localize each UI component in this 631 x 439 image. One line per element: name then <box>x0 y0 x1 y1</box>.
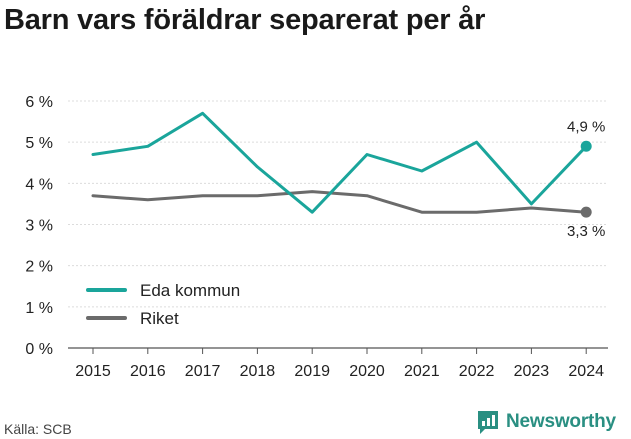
y-tick-label: 1 % <box>25 300 53 317</box>
x-tick-label: 2021 <box>404 363 440 380</box>
y-tick-label: 6 % <box>25 94 53 111</box>
y-tick-label: 3 % <box>25 218 53 235</box>
x-tick-label: 2017 <box>185 363 221 380</box>
legend-label: Eda kommun <box>140 281 240 300</box>
x-tick-label: 2015 <box>75 363 111 380</box>
series-line-riket <box>91 190 588 214</box>
brand-name: Newsworthy <box>506 411 616 432</box>
end-value-label: 3,3 % <box>567 223 605 240</box>
source-note: Källa: SCB <box>4 421 72 437</box>
y-tick-label: 5 % <box>25 135 53 152</box>
x-tick-label: 2024 <box>568 363 604 380</box>
y-tick-label: 4 % <box>25 176 53 193</box>
x-axis-ticks: 2015 2016 2017 2018 2019 2020 2021 2022 2023 2024 <box>75 348 604 380</box>
end-point-riket <box>580 206 592 218</box>
x-tick-label: 2016 <box>130 363 166 380</box>
legend-label: Riket <box>140 309 179 328</box>
line-chart: 0 %1 %2 %3 %4 %5 %6 % 2015 2016 2017 2018 20… <box>25 94 608 380</box>
x-tick-label: 2019 <box>294 363 330 380</box>
y-axis-ticks: 0 % 1 % 2 % 3 % 4 % 5 % 6 % <box>25 94 53 358</box>
chart-title: Barn vars föräldrar separerat per år <box>4 4 486 36</box>
series-line-eda-kommun <box>91 111 588 214</box>
end-value-label: 4,9 % <box>567 118 605 135</box>
end-point-eda-kommun <box>580 140 592 152</box>
x-tick-label: 2022 <box>459 363 495 380</box>
x-tick-label: 2018 <box>240 363 276 380</box>
x-tick-label: 2020 <box>349 363 385 380</box>
y-tick-label: 2 % <box>25 259 53 276</box>
grid-lines <box>68 100 608 349</box>
newsworthy-logo-icon <box>478 411 498 434</box>
legend: Eda kommun Riket <box>86 281 240 328</box>
y-tick-label: 0 % <box>25 341 53 358</box>
brand-logo: Newsworthy <box>476 408 616 436</box>
x-tick-label: 2023 <box>514 363 550 380</box>
series-lines: 3,3 % 4,9 % <box>91 111 605 240</box>
